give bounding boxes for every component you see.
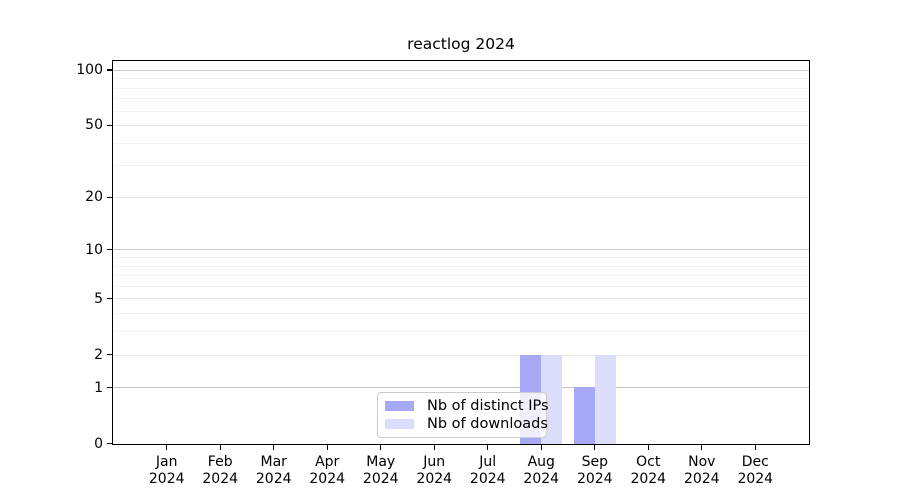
y-axis-label: 2	[94, 346, 103, 363]
x-axis-label: Nov 2024	[683, 454, 720, 487]
x-axis-label: Aug 2024	[523, 454, 560, 487]
y-axis-tick	[107, 196, 112, 198]
y-axis-label: 1	[94, 379, 103, 396]
y-gridline-decade	[113, 69, 809, 71]
x-axis-label: Mar 2024	[255, 454, 292, 487]
bar-downloads	[594, 354, 616, 444]
y-axis-label: 20	[85, 189, 103, 206]
x-axis-tick	[701, 445, 703, 450]
y-gridline-minor	[113, 142, 809, 144]
x-axis-tick	[647, 445, 649, 450]
x-axis-tick	[273, 445, 275, 450]
x-axis-tick	[754, 445, 756, 450]
y-gridline-minor	[113, 275, 809, 277]
legend-label-distinct-ips: Nb of distinct IPs	[427, 397, 549, 414]
x-axis-tick	[433, 445, 435, 450]
x-axis-tick	[166, 445, 168, 450]
x-axis-label: Apr 2024	[309, 454, 346, 487]
y-gridline-minor	[113, 313, 809, 315]
x-axis-tick	[594, 445, 596, 450]
y-gridline-major	[113, 197, 809, 198]
y-axis-tick	[107, 387, 112, 389]
y-axis-tick	[107, 248, 112, 251]
x-axis-label: Feb 2024	[202, 454, 239, 487]
x-axis-tick	[380, 445, 382, 450]
y-gridline-minor	[113, 265, 809, 267]
y-gridline-minor	[113, 110, 809, 112]
x-axis-label: May 2024	[362, 454, 399, 487]
y-gridline-minor	[113, 331, 809, 333]
y-axis-tick	[107, 124, 112, 126]
y-gridline-decade	[113, 387, 809, 389]
legend-swatch-distinct-ips-icon	[385, 400, 414, 411]
legend: Nb of distinct IPs Nb of downloads	[377, 392, 549, 438]
y-gridline-minor	[113, 87, 809, 89]
y-axis-label: 5	[94, 290, 103, 307]
x-axis-tick	[487, 445, 489, 450]
y-axis-tick	[107, 354, 112, 356]
x-axis-tick	[326, 445, 328, 450]
chart-title: reactlog 2024	[407, 35, 515, 53]
y-axis-label: 50	[85, 117, 103, 134]
x-axis-label: Dec 2024	[737, 454, 774, 487]
y-axis-label: 100	[76, 62, 103, 78]
legend-label-downloads: Nb of downloads	[427, 416, 548, 433]
y-gridline-minor	[113, 98, 809, 100]
y-gridline-minor	[113, 285, 809, 287]
y-axis-tick	[107, 69, 112, 71]
x-axis-tick	[219, 445, 221, 450]
y-gridline-minor	[113, 257, 809, 259]
y-axis-label: 0	[94, 435, 103, 452]
y-axis-tick	[107, 443, 112, 445]
plot-area	[112, 60, 810, 445]
legend-item-downloads: Nb of downloads	[385, 416, 548, 432]
y-gridline-minor	[113, 165, 809, 167]
x-axis-label: Jan 2024	[148, 454, 185, 487]
y-gridline-decade	[113, 249, 809, 251]
y-gridline-major	[113, 125, 809, 127]
legend-item-distinct-ips: Nb of distinct IPs	[385, 398, 549, 414]
y-gridline-major	[113, 298, 809, 300]
legend-swatch-downloads-icon	[385, 419, 414, 430]
x-axis-label: Jun 2024	[416, 454, 453, 487]
y-axis-label: 10	[85, 241, 103, 258]
x-axis-label: Sep 2024	[576, 454, 613, 487]
x-axis-label: Jul 2024	[469, 454, 506, 487]
x-axis-tick	[540, 445, 542, 450]
y-axis-tick	[107, 298, 112, 300]
y-gridline-minor	[113, 78, 809, 80]
y-gridline-major	[113, 354, 809, 356]
bar-distinct-ips	[573, 387, 595, 444]
x-axis-label: Oct 2024	[630, 454, 667, 487]
